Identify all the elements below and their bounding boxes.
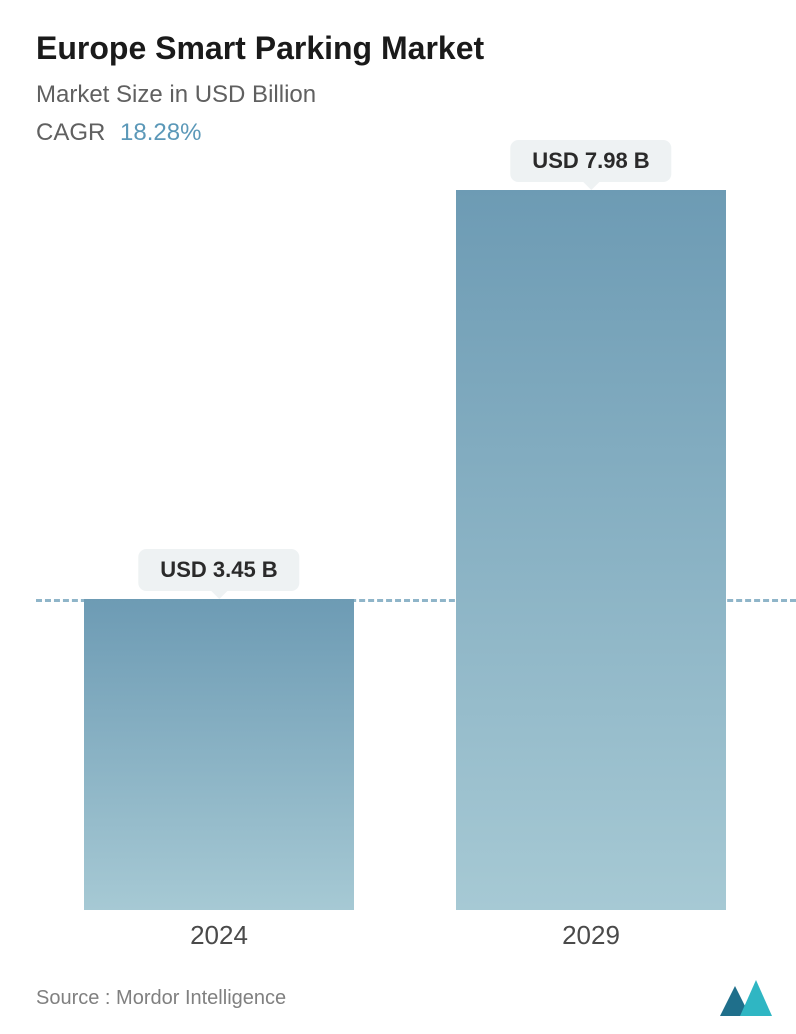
x-label-2029: 2029 xyxy=(562,920,620,951)
x-axis-labels: 2024 2029 xyxy=(36,920,760,960)
bar-2029: USD 7.98 B xyxy=(456,190,726,910)
source-text: Source : Mordor Intelligence xyxy=(36,987,286,1010)
bar-2024: USD 3.45 B xyxy=(84,599,354,910)
value-badge-2024: USD 3.45 B xyxy=(138,549,299,591)
bar-fill xyxy=(456,190,726,910)
chart-subtitle: Market Size in USD Billion xyxy=(36,81,760,109)
chart-area: USD 3.45 B USD 7.98 B xyxy=(36,190,760,910)
chart-container: Europe Smart Parking Market Market Size … xyxy=(0,0,796,1034)
cagr-label: CAGR xyxy=(36,119,105,146)
value-badge-2029: USD 7.98 B xyxy=(510,140,671,182)
brand-logo-icon xyxy=(720,980,772,1016)
cagr-value: 18.28% xyxy=(120,119,201,146)
footer: Source : Mordor Intelligence xyxy=(36,980,772,1016)
x-label-2024: 2024 xyxy=(190,920,248,951)
chart-title: Europe Smart Parking Market xyxy=(36,30,760,67)
plot: USD 3.45 B USD 7.98 B xyxy=(36,190,760,910)
bar-fill xyxy=(84,599,354,910)
